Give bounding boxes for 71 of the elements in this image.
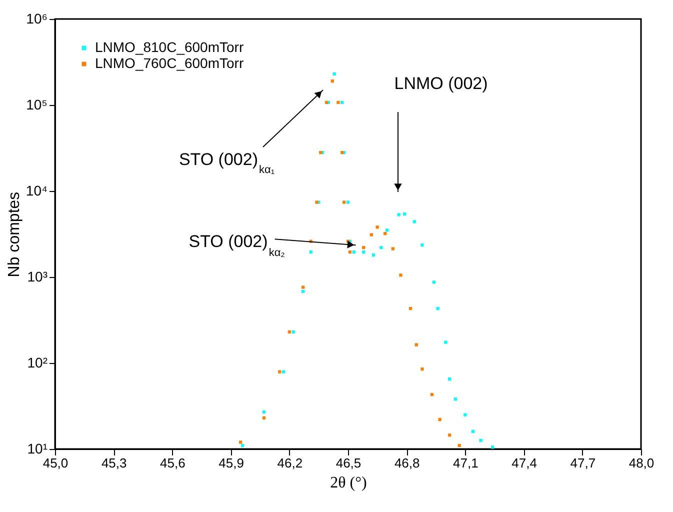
point — [471, 430, 475, 434]
point — [458, 444, 461, 448]
y-tick-label: 10⁴ — [26, 182, 48, 198]
point — [380, 246, 383, 250]
point — [399, 274, 402, 277]
annotation: LNMO (002) — [394, 74, 488, 93]
x-tick-label: 48,0 — [628, 456, 654, 470]
point — [362, 246, 366, 250]
point — [262, 416, 266, 420]
point — [464, 413, 467, 416]
point — [376, 226, 379, 229]
x-tick-label: 45,6 — [160, 456, 186, 470]
point — [362, 250, 366, 254]
point — [490, 446, 494, 449]
point — [348, 250, 352, 254]
point — [479, 438, 482, 442]
y-tick-label: 10¹ — [27, 440, 48, 456]
point — [430, 392, 434, 396]
point — [372, 253, 375, 257]
point — [301, 286, 305, 289]
y-tick-label: 10³ — [27, 268, 48, 284]
y-tick-label: 10² — [27, 354, 48, 370]
x-tick-label: 45,3 — [101, 456, 127, 470]
point — [414, 343, 418, 346]
x-tick-label: 47,7 — [570, 456, 596, 470]
x-tick-label: 46,8 — [394, 456, 420, 470]
point — [330, 79, 334, 83]
point — [412, 220, 416, 224]
point — [384, 232, 387, 236]
point — [288, 330, 291, 334]
x-tick-label: 46,5 — [336, 456, 362, 470]
point — [397, 213, 400, 216]
point — [432, 280, 436, 284]
point — [238, 440, 242, 444]
point — [342, 200, 346, 204]
point — [262, 410, 266, 414]
y-tick-label: 10⁵ — [26, 96, 48, 112]
x-tick-label: 45,9 — [218, 456, 244, 470]
point — [301, 290, 305, 293]
x-tick-label: 47,4 — [512, 456, 537, 470]
point — [385, 228, 389, 232]
point — [408, 306, 412, 310]
point — [309, 250, 312, 254]
legend-label: LNMO_810C_600mTorr — [95, 39, 244, 55]
point — [346, 200, 350, 204]
point — [278, 370, 282, 374]
point — [438, 418, 442, 422]
point — [332, 72, 336, 76]
y-tick-label: 10⁶ — [26, 10, 48, 26]
point — [420, 367, 424, 371]
x-tick-label: 45,0 — [42, 456, 68, 470]
y-axis-title: Nb comptes — [6, 192, 23, 278]
point — [370, 233, 374, 236]
x-axis-title: 2θ (°) — [330, 474, 367, 492]
point — [282, 370, 286, 374]
point — [352, 250, 356, 254]
point — [403, 212, 406, 216]
point — [240, 444, 244, 448]
point — [340, 100, 344, 104]
point — [292, 330, 295, 334]
point — [448, 434, 452, 437]
legend-label: LNMO_760C_600mTorr — [95, 55, 244, 71]
x-tick-label: 47,1 — [453, 456, 478, 470]
point — [391, 247, 395, 250]
point — [420, 244, 424, 247]
point — [448, 378, 452, 381]
point — [436, 306, 440, 310]
point — [444, 340, 448, 344]
point — [336, 100, 340, 104]
point — [454, 398, 458, 401]
x-tick-label: 46,2 — [277, 456, 303, 470]
